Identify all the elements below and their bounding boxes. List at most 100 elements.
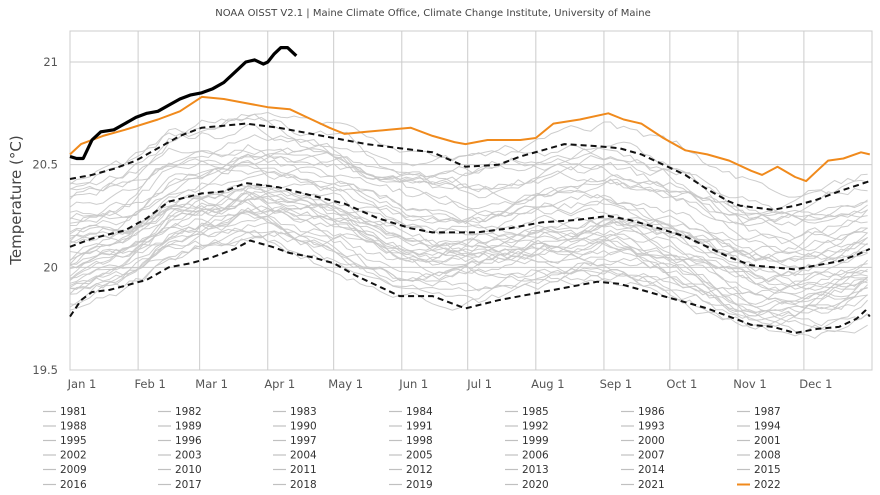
legend-item-1994[interactable]: 1994: [737, 421, 781, 433]
legend-item-1987[interactable]: 1987: [737, 406, 781, 418]
legend-item-1993[interactable]: 1993: [621, 421, 665, 433]
legend-label: 2012: [406, 464, 433, 476]
series-line-2011: [69, 144, 868, 225]
x-tick-label: Jun 1: [398, 377, 428, 391]
legend-item-2009[interactable]: 2009: [43, 464, 87, 476]
y-tick-label: 21: [43, 55, 58, 69]
legend-item-1988[interactable]: 1988: [43, 421, 87, 433]
series-line-2009: [69, 147, 868, 255]
series-line-2002: [69, 207, 868, 308]
series-line-2018: [69, 198, 868, 285]
legend-label: 2019: [406, 479, 433, 491]
series-line-1990: [69, 170, 868, 263]
axes: 19.5 20 20.5 21 Jan 1 Feb 1 Mar 1 Apr 1 May 1 Jun…: [32, 55, 832, 391]
legend-label: 1997: [290, 435, 317, 447]
series-line-1999: [69, 211, 868, 317]
legend-item-1999[interactable]: 1999: [505, 435, 549, 447]
series-line-2010: [69, 152, 868, 227]
legend-item-2002[interactable]: 2002: [43, 450, 87, 462]
legend-label: 2010: [175, 464, 202, 476]
legend-item-1981[interactable]: 1981: [43, 406, 87, 418]
legend-item-2006[interactable]: 2006: [505, 450, 549, 462]
legend-item-1996[interactable]: 1996: [158, 435, 202, 447]
series-line-2004: [70, 183, 868, 277]
legend-label: 2013: [522, 464, 549, 476]
legend-label: 2020: [522, 479, 549, 491]
series-line-2003: [69, 204, 868, 300]
legend-label: 1999: [522, 435, 549, 447]
x-tick-label: Jul 1: [466, 377, 492, 391]
legend-item-2021[interactable]: 2021: [621, 479, 665, 491]
legend-item-2000[interactable]: 2000: [621, 435, 665, 447]
legend-item-1986[interactable]: 1986: [621, 406, 665, 418]
legend-item-1995[interactable]: 1995: [43, 435, 87, 447]
series-line-1984: [69, 222, 868, 323]
x-tick-label: Dec 1: [799, 377, 832, 391]
chart-subtitle: NOAA OISST V2.1 | Maine Climate Office, …: [215, 8, 650, 19]
legend-label: 1990: [290, 421, 317, 433]
legend-item-1984[interactable]: 1984: [389, 406, 433, 418]
x-tick-label: May 1: [328, 377, 363, 391]
legend-item-2003[interactable]: 2003: [158, 450, 202, 462]
series-line-2023: [69, 45, 298, 161]
legend-label: 2014: [638, 464, 665, 476]
legend-item-2014[interactable]: 2014: [621, 464, 665, 476]
series-line-1997: [69, 111, 868, 221]
legend-item-1990[interactable]: 1990: [273, 421, 317, 433]
series-line-2015: [70, 231, 868, 339]
legend-item-2005[interactable]: 2005: [389, 450, 433, 462]
legend-label: 1995: [60, 435, 87, 447]
series-line-2019: [69, 205, 868, 290]
legend-item-2012[interactable]: 2012: [389, 464, 433, 476]
legend-label: 1994: [754, 421, 781, 433]
legend-item-2018[interactable]: 2018: [273, 479, 317, 491]
legend-item-2001[interactable]: 2001: [737, 435, 781, 447]
series-line-mean: [69, 182, 871, 271]
legend-item-2013[interactable]: 2013: [505, 464, 549, 476]
x-tick-label: Apr 1: [264, 377, 295, 391]
legend-label: 1982: [175, 406, 202, 418]
series-line-1981: [69, 207, 868, 337]
legend-item-2019[interactable]: 2019: [389, 479, 433, 491]
legend-item-1992[interactable]: 1992: [505, 421, 549, 433]
legend-item-1989[interactable]: 1989: [158, 421, 202, 433]
legend-label: 2015: [754, 464, 781, 476]
legend-item-1997[interactable]: 1997: [273, 435, 317, 447]
x-tick-label: Oct 1: [666, 377, 697, 391]
legend-item-1985[interactable]: 1985: [505, 406, 549, 418]
legend-item-1982[interactable]: 1982: [158, 406, 202, 418]
legend-item-1998[interactable]: 1998: [389, 435, 433, 447]
legend-item-2010[interactable]: 2010: [158, 464, 202, 476]
legend-item-2020[interactable]: 2020: [505, 479, 549, 491]
series-line-2: [69, 122, 871, 211]
x-tick-label: Sep 1: [600, 377, 633, 391]
legend-item-2017[interactable]: 2017: [158, 479, 202, 491]
legend-item-2008[interactable]: 2008: [737, 450, 781, 462]
legend-item-2007[interactable]: 2007: [621, 450, 665, 462]
legend: 1981 1982 1983 1984 1985 1986 1987 1988 1989 1990…: [43, 406, 781, 491]
legend-label: 1981: [60, 406, 87, 418]
series-line-2012: [69, 113, 868, 212]
series-lines: [69, 45, 871, 334]
background-years-lines: [69, 111, 868, 339]
series-line-2007: [69, 153, 868, 252]
series-line-2022: [69, 95, 871, 183]
legend-item-2016[interactable]: 2016: [43, 479, 87, 491]
y-tick-label: 20.5: [32, 158, 58, 172]
series-line-2016: [69, 228, 868, 327]
series-line-1986: [69, 196, 868, 305]
legend-label: 1983: [290, 406, 317, 418]
legend-label: 1998: [406, 435, 433, 447]
legend-item-2011[interactable]: 2011: [273, 464, 317, 476]
legend-label: 2006: [522, 450, 549, 462]
series-line-2008: [69, 166, 868, 245]
legend-item-1983[interactable]: 1983: [273, 406, 317, 418]
legend-label: 1985: [522, 406, 549, 418]
x-tick-label: Aug 1: [531, 377, 564, 391]
legend-item-2022[interactable]: 2022: [737, 479, 781, 491]
legend-item-1991[interactable]: 1991: [389, 421, 433, 433]
legend-item-2015[interactable]: 2015: [737, 464, 781, 476]
legend-item-2004[interactable]: 2004: [273, 450, 317, 462]
legend-label: 2005: [406, 450, 433, 462]
legend-label: 2003: [175, 450, 202, 462]
